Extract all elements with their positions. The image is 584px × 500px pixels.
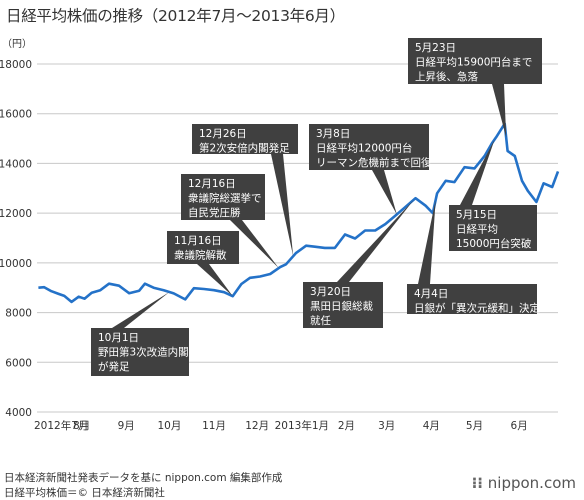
x-tick-label: 2012年7月: [34, 419, 88, 432]
callout-pointer: [230, 220, 279, 269]
callout-text: 野田第3次改造内閣: [98, 346, 189, 359]
callout-text: 日経平均: [456, 223, 498, 236]
callout-text: 上昇後、急落: [415, 70, 478, 83]
logo-mark-icon: ⁝⁝: [471, 474, 483, 492]
copyright-note: 日経平均株価＝© 日本経済新聞社: [4, 487, 165, 499]
callout-text: 日経平均15900円台まで: [415, 56, 532, 69]
callout-pointer: [112, 292, 170, 328]
callout-text: 10月1日: [98, 332, 139, 344]
y-tick-label: 8000: [5, 308, 32, 320]
callout-box: [407, 284, 537, 314]
callout-box: [309, 124, 429, 170]
callout-pointer: [197, 264, 233, 297]
callout-text: 3月20日: [310, 286, 351, 298]
y-tick-label: 12000: [0, 208, 32, 220]
x-tick-label: 11月: [202, 420, 226, 432]
callout-pointer: [492, 84, 507, 138]
callout-pointer: [372, 170, 397, 215]
callout-text: 日銀が「異次元緩和」決定: [414, 302, 540, 315]
y-tick-label: 6000: [5, 357, 32, 369]
logo-text: nippon.com: [487, 474, 576, 492]
callout-text: 日経平均12000円台: [316, 142, 412, 155]
callout-text: 衆議院解散: [174, 249, 227, 262]
y-tick-label: 14000: [0, 158, 32, 170]
y-axis-label: （円）: [2, 38, 32, 50]
callout-box: [181, 174, 265, 220]
callout-text: 15000円台突破: [456, 237, 532, 250]
y-tick-label: 16000: [0, 109, 32, 121]
callout-text: 就任: [310, 314, 331, 327]
callout-text: 衆議院総選挙で: [188, 192, 262, 205]
callout-text: 5月23日: [415, 42, 456, 54]
callout-text: 5月15日: [456, 209, 497, 221]
series-line: [38, 122, 560, 304]
callout-text: 第2次安倍内閣発足: [199, 142, 290, 155]
x-tick-label: 3月: [378, 420, 395, 432]
x-tick-label: 12月: [245, 420, 269, 432]
callout-text: 自民党圧勝: [188, 206, 241, 219]
callout-text: 4月4日: [414, 288, 448, 300]
callout-box: [192, 124, 298, 154]
callout-text: 黒田日銀総裁: [310, 300, 373, 313]
x-tick-label: 8月: [73, 420, 90, 432]
callout-box: [449, 205, 537, 251]
x-tick-label: 6月: [511, 420, 528, 432]
x-tick-label: 5月: [466, 420, 483, 432]
callout-text: 3月8日: [316, 128, 350, 140]
x-tick-label: 2月: [338, 420, 355, 432]
chart-title: 日経平均株価の推移（2012年7月〜2013年6月）: [6, 7, 345, 25]
callout-text: リーマン危機前まで回復: [316, 156, 432, 169]
callout-pointer: [337, 199, 415, 282]
callout-text: 11月16日: [174, 235, 222, 247]
callout-pointer: [460, 139, 495, 205]
x-tick-label: 9月: [118, 420, 135, 432]
callout-box: [167, 231, 239, 264]
nippon-com-logo: ⁝⁝ nippon.com: [472, 474, 576, 492]
y-tick-label: 4000: [5, 407, 32, 419]
source-note: 日本経済新聞社発表データを基に nippon.com 編集部作成: [4, 472, 283, 484]
x-tick-label: 4月: [423, 420, 440, 432]
callout-pointer: [271, 154, 294, 257]
y-tick-label: 18000: [0, 59, 32, 71]
callout-text: 12月16日: [188, 178, 236, 190]
y-tick-label: 10000: [0, 258, 32, 270]
callout-box: [91, 328, 189, 376]
callout-text: が発足: [98, 360, 130, 373]
callout-box: [408, 38, 542, 84]
x-tick-label: 10月: [157, 420, 181, 432]
x-tick-label: 2013年1月: [275, 419, 329, 432]
callout-pointer: [418, 199, 436, 284]
callout-box: [303, 282, 383, 328]
callout-text: 12月26日: [199, 128, 247, 140]
